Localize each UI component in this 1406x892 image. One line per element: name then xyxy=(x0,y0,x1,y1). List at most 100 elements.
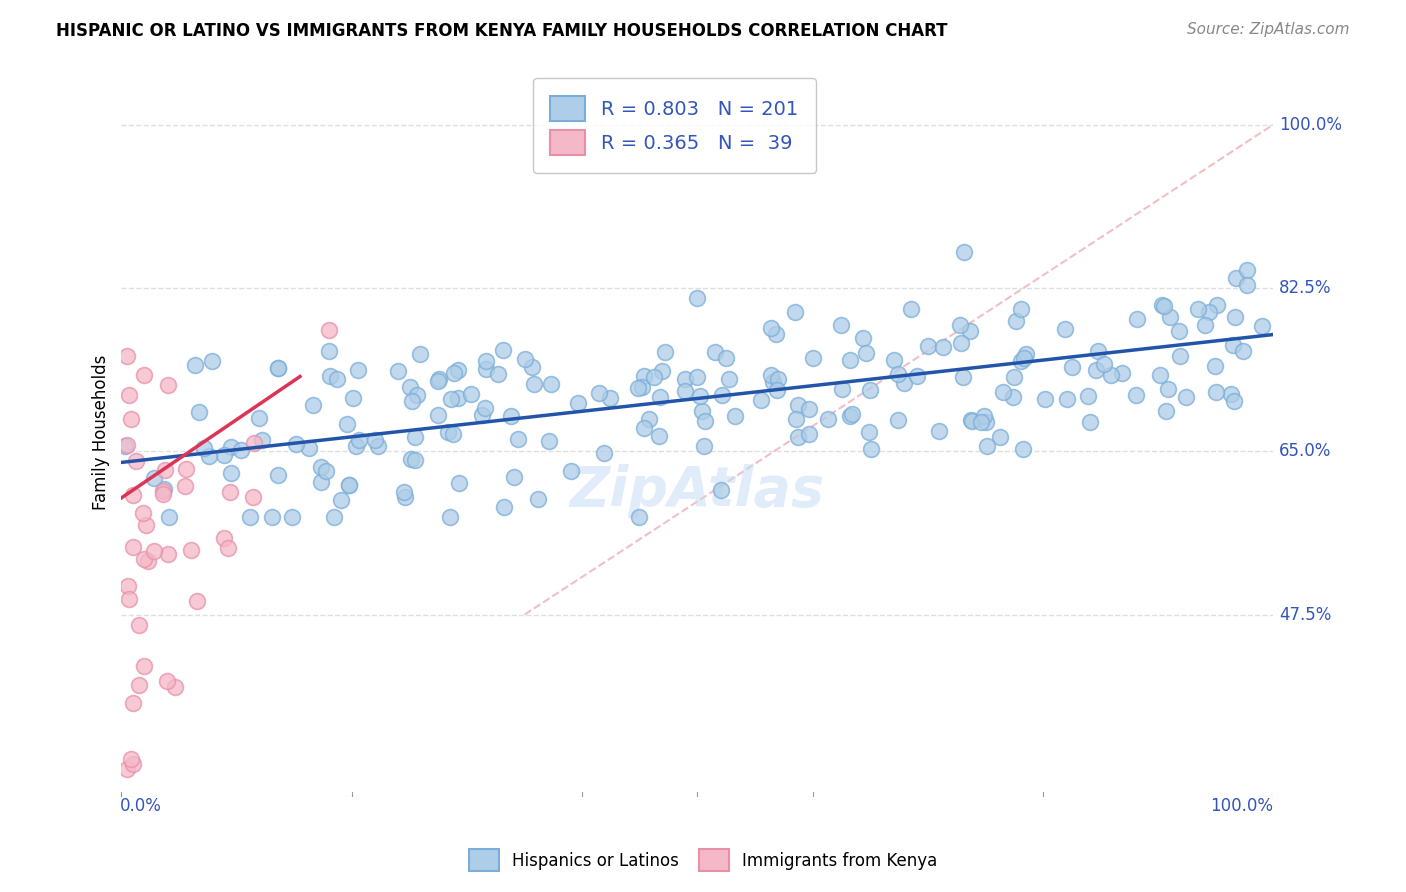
Point xyxy=(439,509,461,524)
Point xyxy=(831,382,853,396)
Point xyxy=(212,531,235,545)
Point xyxy=(502,470,524,484)
Point xyxy=(134,659,156,673)
Point xyxy=(976,438,998,452)
Point xyxy=(347,363,370,377)
Point xyxy=(1002,370,1025,384)
Point xyxy=(1222,337,1244,351)
Point xyxy=(492,500,515,515)
Point xyxy=(628,509,651,524)
Point xyxy=(893,376,915,390)
Point xyxy=(198,450,221,464)
Point xyxy=(153,463,176,477)
Point xyxy=(401,451,423,466)
Point xyxy=(405,388,427,402)
Point xyxy=(858,425,880,440)
Point xyxy=(686,291,709,305)
Point xyxy=(122,756,145,771)
Point xyxy=(960,414,983,428)
Point xyxy=(152,484,174,499)
Point xyxy=(1099,368,1122,382)
Point xyxy=(492,343,515,357)
Point xyxy=(1004,314,1026,328)
Point xyxy=(157,509,180,524)
Point xyxy=(475,354,498,368)
Point xyxy=(347,433,370,447)
Point xyxy=(765,326,787,341)
Point xyxy=(695,414,717,428)
Legend: Hispanics or Latinos, Immigrants from Kenya: Hispanics or Latinos, Immigrants from Ke… xyxy=(460,841,946,880)
Text: 0.0%: 0.0% xyxy=(121,797,162,814)
Point xyxy=(1157,383,1180,397)
Point xyxy=(710,483,733,497)
Point xyxy=(1153,299,1175,313)
Point xyxy=(460,387,482,401)
Point xyxy=(1236,263,1258,277)
Point xyxy=(427,372,450,386)
Point xyxy=(404,452,426,467)
Point xyxy=(1033,392,1056,406)
Point xyxy=(315,464,337,478)
Point xyxy=(118,388,141,402)
Point xyxy=(475,362,498,376)
Point xyxy=(1150,298,1173,312)
Point xyxy=(387,364,409,378)
Point xyxy=(309,459,332,474)
Point xyxy=(1205,385,1227,400)
Point xyxy=(260,509,283,524)
Point xyxy=(221,440,243,454)
Point xyxy=(839,409,862,423)
Point xyxy=(703,345,725,359)
Point xyxy=(436,425,458,440)
Point xyxy=(322,509,344,524)
Point xyxy=(298,441,321,455)
Point xyxy=(342,391,364,405)
Point xyxy=(714,351,737,365)
Point xyxy=(121,488,143,502)
Point xyxy=(523,376,546,391)
Point xyxy=(1168,324,1191,338)
Point xyxy=(959,324,981,338)
Point xyxy=(654,344,676,359)
Point xyxy=(118,592,141,607)
Point xyxy=(398,380,420,394)
Point xyxy=(217,541,239,555)
Point xyxy=(786,429,808,443)
Point xyxy=(229,443,252,458)
Point xyxy=(156,674,179,689)
Point xyxy=(1078,415,1101,429)
Point xyxy=(1010,353,1032,368)
Point xyxy=(949,318,972,332)
Point xyxy=(883,353,905,368)
Point xyxy=(212,448,235,462)
Point xyxy=(686,370,709,384)
Text: 47.5%: 47.5% xyxy=(1279,606,1331,624)
Point xyxy=(689,389,711,403)
Point xyxy=(673,384,696,398)
Point xyxy=(952,370,974,384)
Point xyxy=(749,392,772,407)
Point xyxy=(501,409,523,423)
Point xyxy=(1194,318,1216,332)
Point xyxy=(1223,393,1246,408)
Point xyxy=(136,554,159,568)
Point xyxy=(1187,301,1209,316)
Point xyxy=(765,384,787,398)
Point xyxy=(1054,321,1077,335)
Point xyxy=(318,323,340,337)
Point xyxy=(1168,349,1191,363)
Text: Source: ZipAtlas.com: Source: ZipAtlas.com xyxy=(1187,22,1350,37)
Point xyxy=(993,384,1015,399)
Point xyxy=(540,376,562,391)
Point xyxy=(567,396,589,410)
Point xyxy=(797,426,820,441)
Point xyxy=(693,439,716,453)
Point xyxy=(588,386,610,401)
Point xyxy=(673,372,696,386)
Point xyxy=(132,552,155,566)
Point xyxy=(344,439,367,453)
Point xyxy=(976,415,998,429)
Point xyxy=(193,441,215,455)
Point xyxy=(1205,298,1227,312)
Point xyxy=(917,339,939,353)
